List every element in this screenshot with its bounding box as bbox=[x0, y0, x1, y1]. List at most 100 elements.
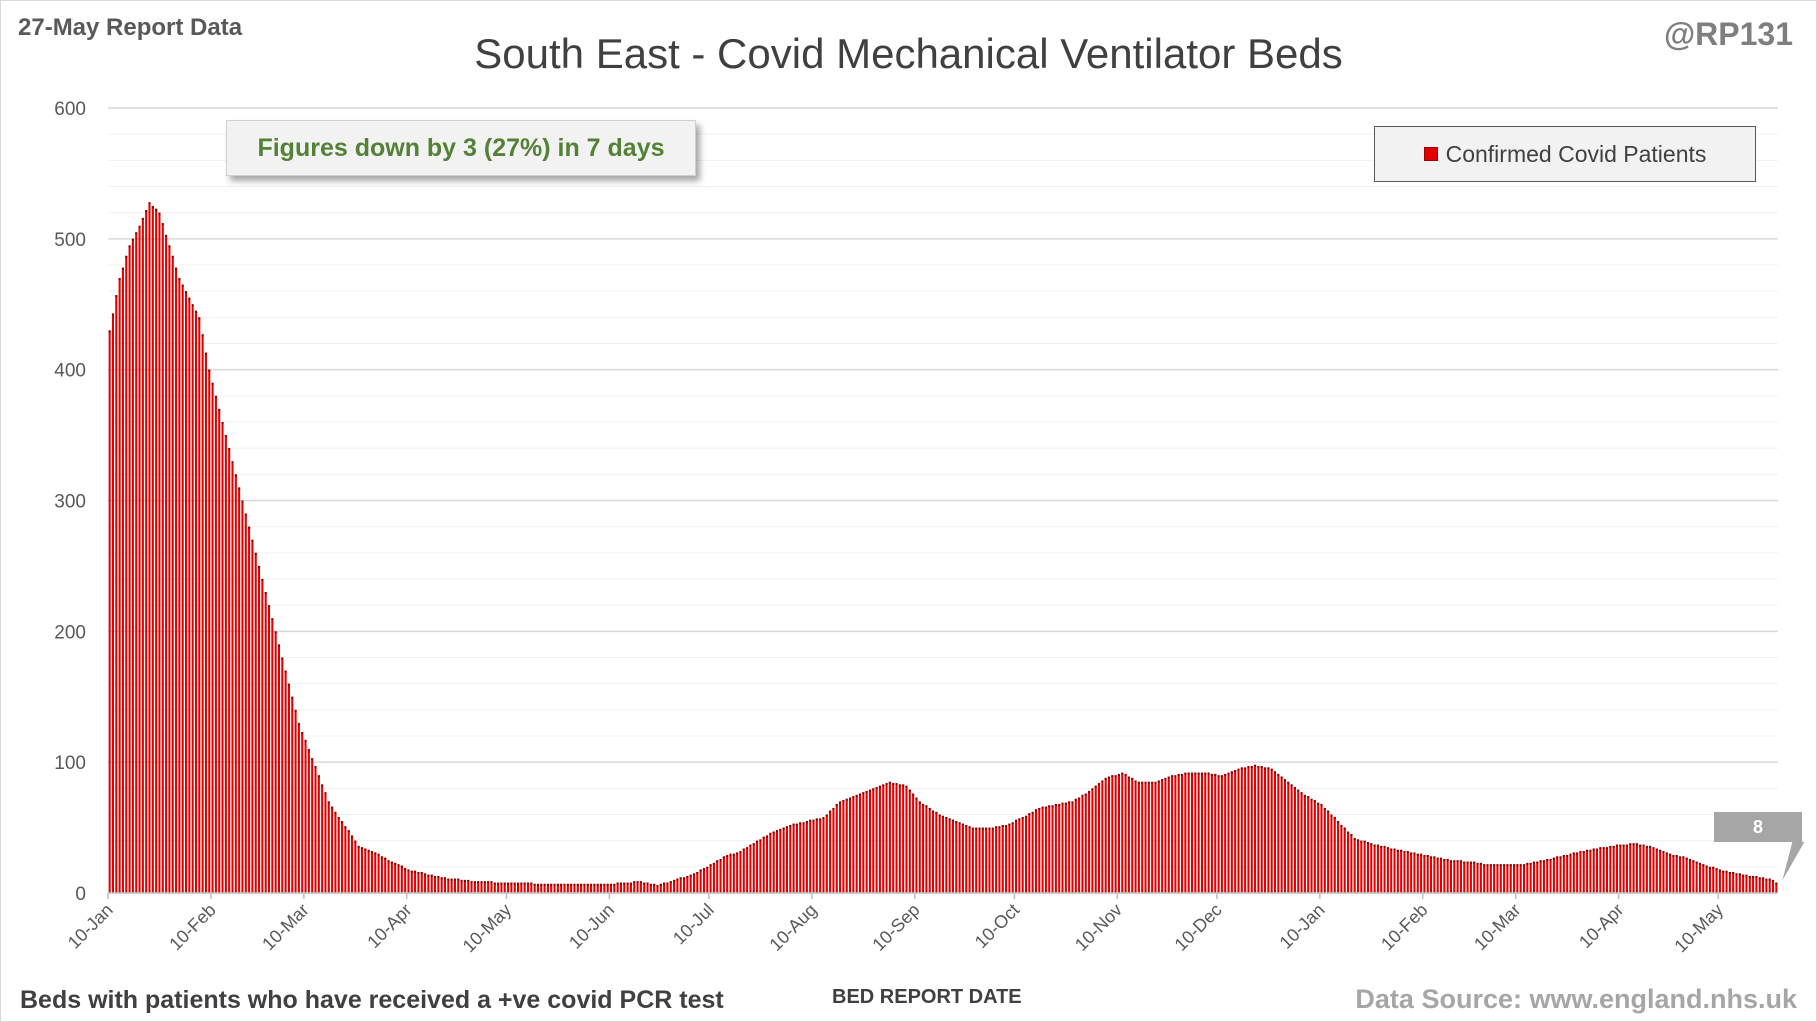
bar-cap bbox=[1184, 772, 1187, 775]
bar bbox=[191, 304, 194, 893]
bar-cap bbox=[1350, 834, 1353, 837]
bar bbox=[689, 874, 692, 893]
bar-cap bbox=[1283, 779, 1286, 782]
bar-cap bbox=[228, 448, 231, 451]
bar-cap bbox=[384, 857, 387, 860]
bar-cap bbox=[1101, 780, 1104, 783]
bar bbox=[1051, 805, 1054, 893]
bar bbox=[882, 784, 885, 893]
bar bbox=[1277, 773, 1280, 893]
bar bbox=[390, 861, 393, 893]
bar-cap bbox=[1376, 844, 1379, 847]
bar-cap bbox=[364, 848, 367, 851]
bar bbox=[1622, 844, 1625, 893]
bar bbox=[1728, 872, 1731, 893]
bar bbox=[1131, 777, 1134, 893]
bar-cap bbox=[663, 882, 666, 885]
bar-cap bbox=[1167, 776, 1170, 779]
bar bbox=[251, 539, 254, 893]
bar-cap bbox=[1615, 844, 1619, 847]
bar-cap bbox=[128, 245, 131, 248]
bar bbox=[271, 618, 274, 893]
bar bbox=[354, 840, 357, 893]
bar bbox=[1609, 845, 1612, 893]
bar-cap bbox=[696, 872, 699, 875]
bar-cap bbox=[1572, 852, 1575, 855]
bar-cap bbox=[214, 395, 217, 398]
bar-cap bbox=[669, 881, 672, 884]
bar-cap bbox=[1320, 804, 1323, 807]
bar bbox=[198, 317, 201, 893]
bar-cap bbox=[301, 732, 304, 735]
bar bbox=[623, 882, 626, 893]
bar-cap bbox=[370, 851, 373, 854]
bar-cap bbox=[1015, 819, 1018, 822]
bar bbox=[115, 295, 118, 893]
bar-cap bbox=[1516, 864, 1519, 867]
bar-cap bbox=[1124, 773, 1127, 776]
bar-cap bbox=[241, 500, 244, 503]
bar bbox=[1685, 857, 1688, 893]
bar-cap bbox=[1446, 858, 1449, 861]
bar bbox=[487, 881, 490, 893]
x-tick-label: 10-Apr bbox=[363, 900, 415, 952]
bar-cap bbox=[819, 818, 822, 821]
x-tick-label: 10-Feb bbox=[1377, 900, 1431, 954]
bar-cap bbox=[1064, 802, 1067, 805]
bar-cap bbox=[1303, 794, 1306, 797]
bar-cap bbox=[1227, 772, 1230, 775]
x-tick-label: 10-May bbox=[459, 900, 516, 957]
bar-cap bbox=[732, 853, 735, 856]
bar bbox=[138, 225, 141, 893]
bar bbox=[523, 882, 526, 893]
bar bbox=[1187, 772, 1190, 893]
bar bbox=[1141, 781, 1144, 893]
bar bbox=[337, 817, 340, 893]
bar-cap bbox=[151, 206, 154, 209]
bar bbox=[1443, 858, 1446, 893]
bar-cap bbox=[1459, 860, 1462, 863]
bar bbox=[165, 234, 168, 894]
bar bbox=[985, 827, 988, 893]
bar bbox=[1738, 873, 1741, 893]
bar-cap bbox=[961, 823, 964, 826]
bar-cap bbox=[1008, 823, 1011, 826]
bar-cap bbox=[324, 792, 327, 795]
bar bbox=[1104, 777, 1107, 893]
bar-cap bbox=[845, 798, 848, 801]
bar-cap bbox=[1141, 781, 1144, 784]
bar-cap bbox=[1688, 858, 1692, 861]
bar bbox=[507, 882, 510, 893]
bar bbox=[1463, 861, 1466, 893]
bar-cap bbox=[457, 878, 460, 881]
bar bbox=[1619, 844, 1622, 893]
bar bbox=[596, 883, 599, 893]
bar bbox=[1054, 804, 1057, 893]
bar bbox=[1605, 847, 1609, 893]
bar bbox=[1718, 869, 1721, 893]
bar bbox=[1250, 766, 1253, 893]
bar-cap bbox=[108, 330, 111, 333]
bar-cap bbox=[357, 845, 360, 848]
bar-cap bbox=[1542, 860, 1545, 863]
bar-cap bbox=[234, 474, 237, 477]
bar-cap bbox=[908, 789, 911, 792]
bar-cap bbox=[1230, 771, 1233, 774]
bar bbox=[244, 513, 247, 893]
bar-cap bbox=[410, 870, 413, 873]
bar-cap bbox=[646, 882, 649, 885]
bar bbox=[629, 882, 632, 893]
bar bbox=[842, 800, 845, 893]
bar-cap bbox=[898, 784, 901, 787]
bar-cap bbox=[563, 883, 566, 886]
bar-cap bbox=[1131, 777, 1134, 780]
bar-cap bbox=[1161, 779, 1164, 782]
bar-cap bbox=[1058, 804, 1061, 807]
bar-cap bbox=[902, 784, 905, 787]
bar bbox=[424, 873, 427, 893]
bar-cap bbox=[1400, 849, 1403, 852]
bar-cap bbox=[224, 435, 227, 438]
bar bbox=[1001, 824, 1004, 893]
bar-cap bbox=[649, 883, 652, 886]
